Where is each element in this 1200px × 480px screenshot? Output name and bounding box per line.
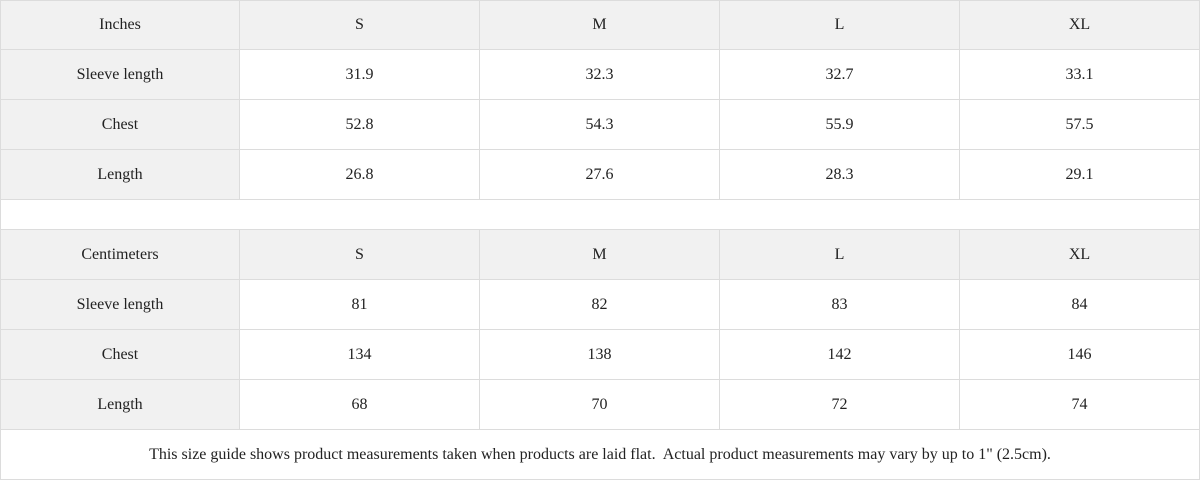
size-header-m: M xyxy=(480,230,720,280)
measurement-cell: 32.3 xyxy=(480,50,720,100)
measurement-cell: 74 xyxy=(960,380,1200,430)
measurement-cell: 55.9 xyxy=(720,100,960,150)
measurement-cell: 72 xyxy=(720,380,960,430)
table-spacer xyxy=(0,200,1200,230)
size-header-s: S xyxy=(240,0,480,50)
row-label: Sleeve length xyxy=(0,280,240,330)
size-header-l: L xyxy=(720,230,960,280)
row-label: Chest xyxy=(0,330,240,380)
measurement-cell: 32.7 xyxy=(720,50,960,100)
size-header-m: M xyxy=(480,0,720,50)
measurement-cell: 84 xyxy=(960,280,1200,330)
measurement-cell: 134 xyxy=(240,330,480,380)
measurement-cell: 52.8 xyxy=(240,100,480,150)
centimeters-unit-label: Centimeters xyxy=(0,230,240,280)
measurement-cell: 146 xyxy=(960,330,1200,380)
measurement-cell: 142 xyxy=(720,330,960,380)
row-label: Length xyxy=(0,150,240,200)
measurement-cell: 28.3 xyxy=(720,150,960,200)
measurement-cell: 68 xyxy=(240,380,480,430)
measurement-cell: 82 xyxy=(480,280,720,330)
row-label: Length xyxy=(0,380,240,430)
measurement-cell: 81 xyxy=(240,280,480,330)
measurement-cell: 57.5 xyxy=(960,100,1200,150)
measurement-cell: 54.3 xyxy=(480,100,720,150)
inches-table: Inches S M L XL Sleeve length 31.9 32.3 32.7 33.1… xyxy=(0,0,1200,200)
measurement-cell: 33.1 xyxy=(960,50,1200,100)
measurement-cell: 26.8 xyxy=(240,150,480,200)
measurement-cell: 29.1 xyxy=(960,150,1200,200)
measurement-cell: 138 xyxy=(480,330,720,380)
size-header-l: L xyxy=(720,0,960,50)
size-header-xl: XL xyxy=(960,0,1200,50)
measurement-cell: 27.6 xyxy=(480,150,720,200)
measurement-cell: 31.9 xyxy=(240,50,480,100)
measurement-cell: 70 xyxy=(480,380,720,430)
centimeters-table: Centimeters S M L XL Sleeve length 81 82 83 84 Che… xyxy=(0,230,1200,430)
inches-unit-label: Inches xyxy=(0,0,240,50)
size-header-xl: XL xyxy=(960,230,1200,280)
row-label: Sleeve length xyxy=(0,50,240,100)
measurement-cell: 83 xyxy=(720,280,960,330)
row-label: Chest xyxy=(0,100,240,150)
footer-note: This size guide shows product measuremen… xyxy=(0,430,1200,480)
size-header-s: S xyxy=(240,230,480,280)
